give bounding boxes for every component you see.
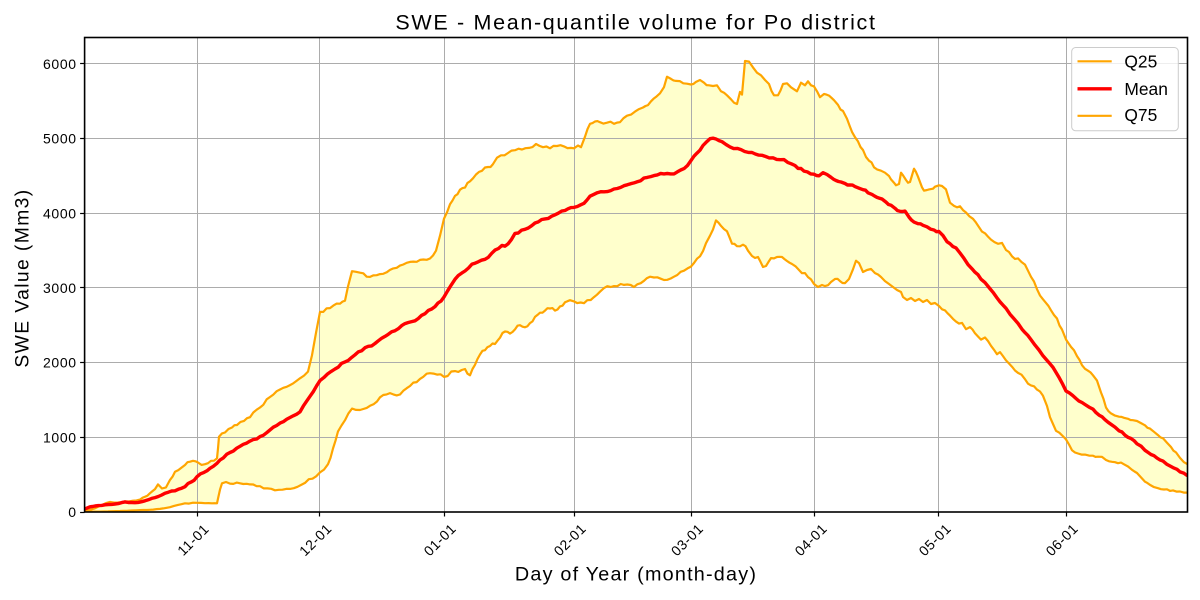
svg-text:6000: 6000 (43, 56, 77, 72)
svg-text:4000: 4000 (43, 205, 77, 221)
svg-text:Q25: Q25 (1124, 51, 1157, 71)
svg-text:SWE - Mean-quantile volume for: SWE - Mean-quantile volume for Po distri… (395, 11, 876, 35)
svg-text:Mean: Mean (1124, 79, 1168, 99)
svg-text:Q75: Q75 (1124, 105, 1157, 125)
svg-text:2000: 2000 (43, 355, 77, 371)
svg-text:0: 0 (68, 504, 76, 520)
svg-text:1000: 1000 (43, 429, 77, 445)
svg-text:Day of Year (month-day): Day of Year (month-day) (515, 564, 757, 586)
svg-text:SWE Value (Mm3): SWE Value (Mm3) (13, 188, 34, 367)
svg-text:5000: 5000 (43, 131, 77, 147)
svg-text:3000: 3000 (43, 280, 77, 296)
